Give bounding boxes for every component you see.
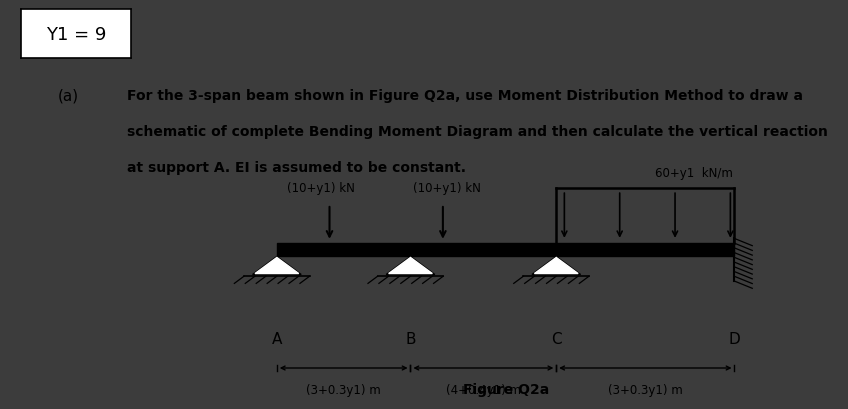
Text: Y1 = 9: Y1 = 9 [46,26,107,44]
Text: (a): (a) [59,88,80,103]
Polygon shape [255,258,298,274]
Text: at support A. EI is assumed to be constant.: at support A. EI is assumed to be consta… [127,160,466,174]
Text: Figure Q2a: Figure Q2a [462,382,549,396]
Text: C: C [551,331,561,346]
Polygon shape [253,257,301,275]
Text: (4+0.4y1) m: (4+0.4y1) m [446,383,521,396]
Text: B: B [405,331,416,346]
Text: 60+y1  kN/m: 60+y1 kN/m [655,167,733,180]
Text: For the 3-span beam shown in Figure Q2a, use Moment Distribution Method to draw : For the 3-span beam shown in Figure Q2a,… [127,88,803,102]
Text: (10+y1) kN: (10+y1) kN [413,182,481,195]
Text: D: D [728,331,740,346]
Bar [276,244,734,257]
Polygon shape [532,257,581,275]
Text: (3+0.3y1) m: (3+0.3y1) m [306,383,381,396]
Text: (3+0.3y1) m: (3+0.3y1) m [608,383,683,396]
Polygon shape [534,258,578,274]
Polygon shape [386,257,435,275]
Text: schematic of complete Bending Moment Diagram and then calculate the vertical rea: schematic of complete Bending Moment Dia… [127,124,828,138]
Polygon shape [388,258,432,274]
Text: (10+y1) kN: (10+y1) kN [287,182,355,195]
Text: A: A [271,331,282,346]
